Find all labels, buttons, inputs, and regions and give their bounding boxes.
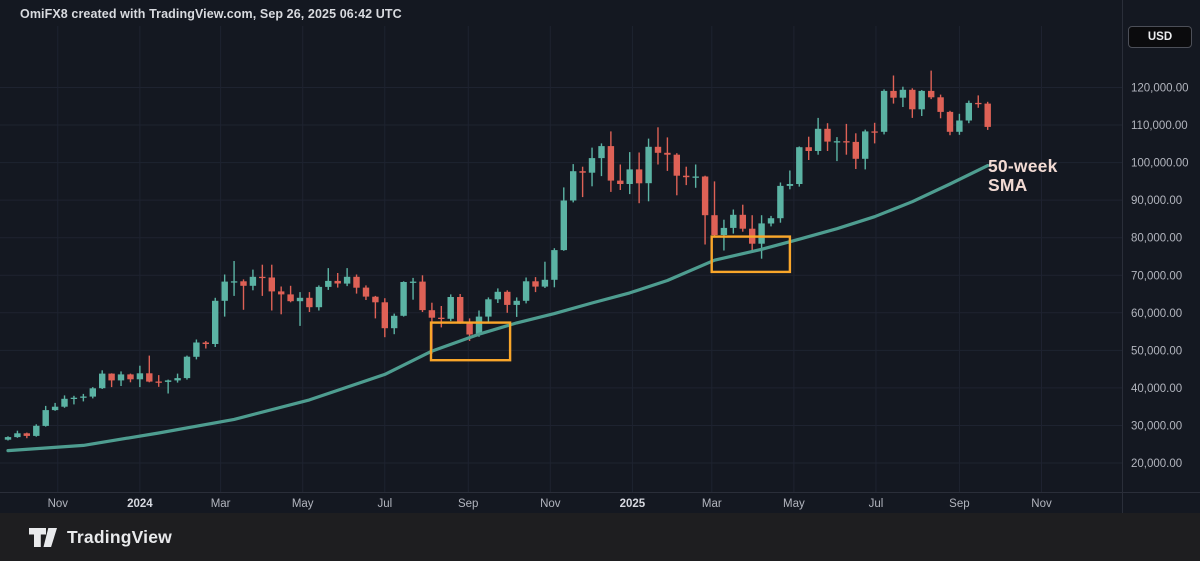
sma-annotation-line2: SMA	[988, 175, 1028, 195]
svg-text:Nov: Nov	[48, 498, 69, 510]
svg-text:Nov: Nov	[1031, 498, 1052, 510]
footer-bar: TradingView	[0, 513, 1200, 561]
chart-canvas[interactable]: 20,000.00 30,000.00 40,000.00 50,000.00 60,0…	[0, 0, 1200, 513]
svg-text:Sep: Sep	[949, 498, 969, 510]
svg-text:2024: 2024	[127, 498, 153, 510]
axes: 20,000.00 30,000.00 40,000.00 50,000.00 60,0…	[0, 0, 1200, 513]
sma-line	[6, 164, 990, 453]
svg-text:Jul: Jul	[377, 498, 392, 510]
svg-text:70,000.00: 70,000.00	[1131, 270, 1182, 282]
svg-text:Mar: Mar	[211, 498, 231, 510]
svg-text:May: May	[783, 498, 805, 510]
svg-text:120,000.00: 120,000.00	[1131, 83, 1189, 95]
tradingview-logo[interactable]: TradingView	[28, 527, 172, 548]
currency-button[interactable]: USD	[1128, 26, 1192, 48]
svg-text:Sep: Sep	[458, 498, 478, 510]
chart-title: OmiFX8 created with TradingView.com, Sep…	[20, 7, 402, 21]
svg-text:Mar: Mar	[702, 498, 722, 510]
svg-text:110,000.00: 110,000.00	[1131, 120, 1188, 132]
sma-annotation: 50-week SMA	[988, 157, 1058, 195]
tradingview-logo-text: TradingView	[67, 526, 172, 547]
svg-text:30,000.00: 30,000.00	[1131, 421, 1182, 433]
svg-text:2025: 2025	[620, 498, 646, 510]
grid-lines	[0, 26, 1122, 493]
tradingview-logo-icon	[29, 527, 57, 547]
svg-text:50,000.00: 50,000.00	[1131, 345, 1182, 357]
svg-text:80,000.00: 80,000.00	[1131, 233, 1182, 245]
svg-text:Nov: Nov	[540, 498, 561, 510]
svg-text:40,000.00: 40,000.00	[1131, 383, 1182, 395]
sma-annotation-line1: 50-week	[988, 156, 1058, 176]
svg-text:60,000.00: 60,000.00	[1131, 308, 1182, 320]
svg-text:Jul: Jul	[869, 498, 884, 510]
svg-text:100,000.00: 100,000.00	[1131, 158, 1189, 170]
svg-text:20,000.00: 20,000.00	[1131, 458, 1182, 470]
chart-area: OmiFX8 created with TradingView.com, Sep…	[0, 0, 1200, 513]
highlight-boxes	[429, 235, 792, 362]
svg-text:90,000.00: 90,000.00	[1131, 195, 1182, 207]
svg-text:May: May	[292, 498, 314, 510]
candlesticks	[4, 70, 991, 441]
